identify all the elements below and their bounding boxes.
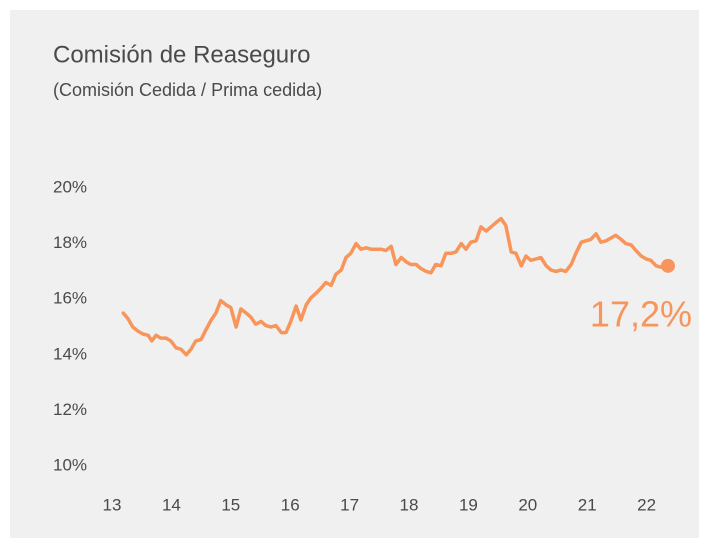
y-tick-label: 18% — [53, 233, 87, 252]
x-tick-label: 16 — [281, 495, 300, 514]
card — [10, 10, 699, 538]
x-tick-label: 14 — [162, 495, 181, 514]
x-tick-label: 15 — [221, 495, 240, 514]
x-tick-label: 17 — [340, 495, 359, 514]
end-dot — [660, 258, 675, 273]
y-tick-label: 12% — [53, 400, 87, 419]
x-tick-label: 19 — [459, 495, 478, 514]
y-tick-label: 16% — [53, 289, 87, 308]
value-label: 17,2% — [590, 293, 692, 334]
y-tick-label: 14% — [53, 344, 87, 363]
x-tick-label: 22 — [637, 495, 656, 514]
y-tick-label: 10% — [53, 455, 87, 474]
line — [121, 216, 670, 357]
chart-subtitle: (Comisión Cedida / Prima cedida) — [53, 80, 322, 100]
x-tick-label: 20 — [518, 495, 537, 514]
x-tick-label: 13 — [103, 495, 122, 514]
x-tick-label: 18 — [400, 495, 419, 514]
y-tick-label: 20% — [53, 177, 87, 196]
chart-title: Comisión de Reaseguro — [53, 41, 310, 68]
x-tick-label: 21 — [578, 495, 597, 514]
